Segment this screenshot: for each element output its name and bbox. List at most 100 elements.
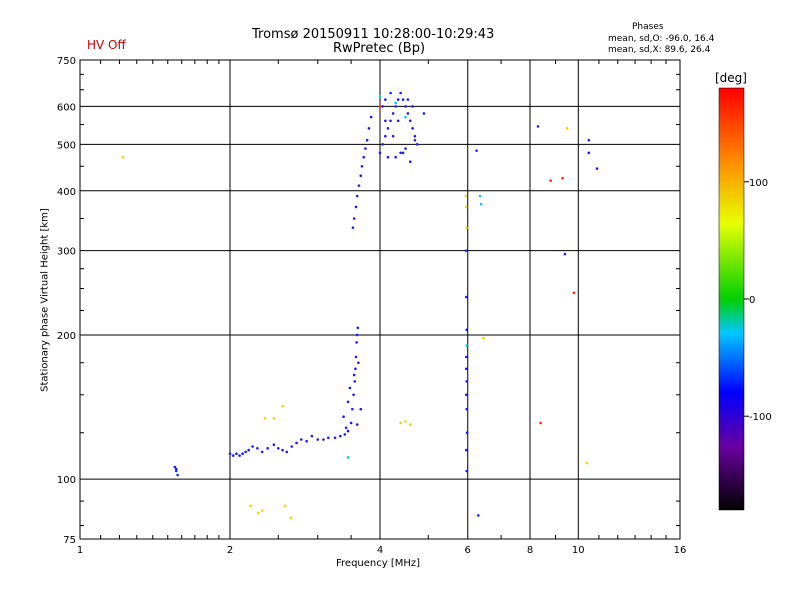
colorbar-tick-label: 0: [749, 295, 755, 306]
data-point: [257, 511, 260, 515]
data-point: [249, 504, 252, 508]
data-point: [241, 452, 244, 456]
y-tick-label: 300: [57, 247, 76, 258]
data-point: [465, 431, 469, 435]
data-point: [549, 179, 552, 182]
data-point: [176, 473, 179, 477]
data-point: [386, 155, 390, 159]
data-point: [565, 127, 569, 130]
data-point: [355, 423, 359, 426]
data-point: [465, 226, 468, 229]
data-point: [396, 98, 400, 101]
data-point: [465, 380, 468, 383]
data-point: [247, 448, 250, 452]
data-point: [322, 438, 325, 441]
data-point: [406, 112, 410, 115]
phases-title: Phases: [632, 22, 664, 32]
data-point: [413, 138, 417, 142]
data-point: [316, 438, 320, 441]
data-point: [359, 407, 363, 411]
data-point: [399, 151, 402, 155]
data-point: [346, 456, 350, 459]
x-tick-label: 1: [77, 545, 83, 556]
data-point: [228, 452, 232, 456]
hv-status-label: HV Off: [87, 38, 126, 52]
data-point: [378, 151, 382, 155]
data-point: [465, 469, 468, 473]
data-point: [482, 336, 485, 340]
data-point: [464, 205, 468, 209]
data-point: [465, 407, 468, 411]
data-point: [408, 160, 412, 163]
data-point: [354, 367, 357, 371]
data-point: [351, 407, 354, 411]
data-point: [396, 119, 400, 123]
colorbar-tick-label: -100: [749, 412, 772, 423]
colorbar-tick-label: 100: [749, 178, 768, 189]
data-point: [351, 226, 355, 229]
colorbar: [718, 87, 745, 511]
data-point: [477, 514, 480, 517]
data-point: [256, 446, 259, 450]
data-point: [251, 445, 254, 448]
x-tick-label: 2: [227, 545, 233, 556]
chart-subtitle: RwPretec (Bp): [333, 41, 426, 56]
data-point: [404, 115, 407, 119]
data-point: [399, 91, 402, 95]
data-point: [327, 436, 330, 440]
data-point: [394, 155, 397, 159]
data-point: [572, 291, 576, 295]
data-point: [399, 421, 402, 425]
colorbar-label: [deg]: [715, 71, 747, 85]
data-point: [260, 509, 264, 512]
y-tick-label: 75: [63, 535, 76, 546]
y-tick-label: 400: [57, 187, 76, 198]
data-point: [281, 448, 284, 452]
data-point: [391, 134, 395, 138]
y-tick-label: 750: [57, 56, 76, 67]
data-point: [367, 127, 371, 130]
data-point: [478, 194, 482, 198]
chart-title: Tromsø 20150911 10:28:00-10:29:43: [252, 27, 495, 42]
data-point: [352, 373, 356, 377]
data-point: [343, 433, 347, 436]
data-point: [389, 91, 392, 95]
data-point: [305, 439, 308, 443]
data-point: [360, 164, 364, 168]
data-point: [464, 355, 468, 359]
data-point: [355, 341, 358, 344]
data-point: [356, 326, 360, 330]
data-point: [357, 184, 361, 187]
data-point: [465, 344, 468, 347]
data-point: [401, 98, 405, 101]
data-point: [585, 461, 589, 465]
data-point: [174, 469, 178, 473]
data-point: [310, 434, 314, 438]
data-point: [422, 112, 426, 115]
data-point: [235, 452, 238, 456]
data-point: [276, 446, 280, 450]
data-point: [464, 295, 468, 299]
data-point: [263, 416, 267, 420]
data-point: [260, 450, 264, 454]
data-point: [475, 149, 478, 152]
data-point: [561, 176, 564, 180]
data-point: [173, 465, 177, 469]
data-point: [378, 94, 382, 98]
data-point: [281, 404, 284, 408]
data-point: [415, 143, 419, 146]
x-tick-label: 8: [527, 545, 533, 556]
y-tick-label: 600: [57, 102, 76, 113]
data-point: [266, 446, 269, 450]
data-point: [411, 127, 414, 130]
phases-o-stats: mean, sd,O: -96.0, 16.4: [608, 34, 715, 44]
data-point: [353, 380, 357, 383]
data-point: [587, 151, 591, 155]
data-point: [563, 252, 567, 256]
data-point: [369, 115, 373, 119]
data-point: [174, 467, 178, 471]
data-point: [333, 436, 337, 440]
y-tick-label: 100: [57, 475, 76, 486]
data-point: [272, 443, 276, 447]
data-point: [342, 415, 345, 419]
